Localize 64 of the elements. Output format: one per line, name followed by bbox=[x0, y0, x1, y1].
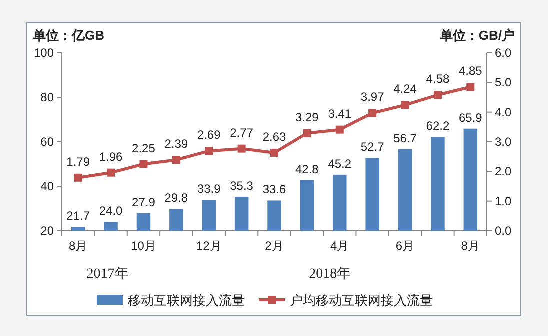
point bbox=[238, 144, 246, 153]
data-label: 42.8 bbox=[296, 162, 320, 176]
y2-tick-label: 5.0 bbox=[495, 76, 512, 90]
y-axis-title: 单位：亿GB bbox=[32, 28, 104, 43]
x-tick-label: 4月 bbox=[330, 239, 350, 253]
point bbox=[368, 109, 377, 118]
x-tick-label: 12月 bbox=[196, 239, 222, 253]
x-tick-label: 8月 bbox=[69, 239, 88, 253]
data-label: 62.2 bbox=[426, 119, 450, 134]
y2-axis-title: 单位：GB/户 bbox=[438, 28, 515, 43]
y2-tick-label: 0.0 bbox=[495, 224, 512, 238]
data-label: 27.9 bbox=[132, 195, 156, 210]
x-tick-label: 2月 bbox=[265, 239, 284, 253]
data-label: 1.79 bbox=[66, 154, 90, 169]
data-label: 3.41 bbox=[328, 106, 352, 121]
point bbox=[205, 147, 214, 156]
text: 2018年 bbox=[309, 266, 352, 282]
data-label: 35.3 bbox=[230, 178, 254, 193]
x-tick-label: 8月 bbox=[461, 239, 480, 253]
point bbox=[434, 91, 442, 100]
data-label: 21.7 bbox=[66, 209, 90, 224]
data-label: 4.85 bbox=[458, 64, 483, 78]
y-tick-label: 80 bbox=[40, 90, 54, 104]
x-tick-label: 6月 bbox=[396, 239, 415, 253]
data-label: 33.6 bbox=[262, 182, 286, 197]
y2-tick-label: 4.0 bbox=[495, 105, 512, 120]
data-label: 1.96 bbox=[99, 150, 124, 164]
data-label: 3.29 bbox=[296, 110, 320, 124]
point bbox=[466, 83, 475, 92]
data-label: 4.58 bbox=[426, 72, 450, 86]
data-label: 2.63 bbox=[262, 130, 286, 144]
y2-tick-label: 1.0 bbox=[495, 194, 512, 208]
point bbox=[401, 101, 410, 110]
data-label: 2.69 bbox=[197, 128, 222, 142]
legend-label: 户均移动互联网接入流量 bbox=[290, 293, 433, 308]
data-label: 45.2 bbox=[328, 156, 352, 171]
data-label: 3.97 bbox=[360, 90, 385, 104]
data-label: 52.7 bbox=[360, 140, 385, 154]
text: 2017年 bbox=[86, 266, 129, 282]
data-label: 29.8 bbox=[164, 191, 188, 206]
y-tick-label: 60 bbox=[40, 135, 54, 149]
data-label: 56.7 bbox=[394, 131, 418, 146]
data-label: 33.9 bbox=[197, 182, 222, 196]
point bbox=[172, 156, 180, 164]
legend-label: 移动互联网接入流量 bbox=[128, 293, 245, 308]
data-label: 4.24 bbox=[394, 82, 418, 96]
x-tick-label: 10月 bbox=[131, 239, 156, 253]
y-tick-label: 40 bbox=[40, 180, 54, 194]
data-label: 65.9 bbox=[458, 110, 483, 125]
y2-tick-label: 2.0 bbox=[495, 164, 512, 179]
data-label: 2.25 bbox=[132, 141, 156, 156]
point bbox=[74, 174, 82, 182]
data-label: 2.77 bbox=[230, 126, 254, 140]
y-tick-label: 100 bbox=[34, 46, 54, 60]
point bbox=[140, 160, 148, 168]
y-tick-label: 20 bbox=[40, 224, 54, 238]
point bbox=[336, 126, 344, 134]
point bbox=[303, 129, 312, 138]
point bbox=[270, 148, 278, 157]
data-label: 24.0 bbox=[99, 204, 124, 218]
data-label: 2.39 bbox=[164, 137, 188, 152]
y2-tick-label: 6.0 bbox=[495, 46, 512, 60]
point bbox=[107, 168, 116, 177]
y2-tick-label: 3.0 bbox=[495, 135, 512, 149]
